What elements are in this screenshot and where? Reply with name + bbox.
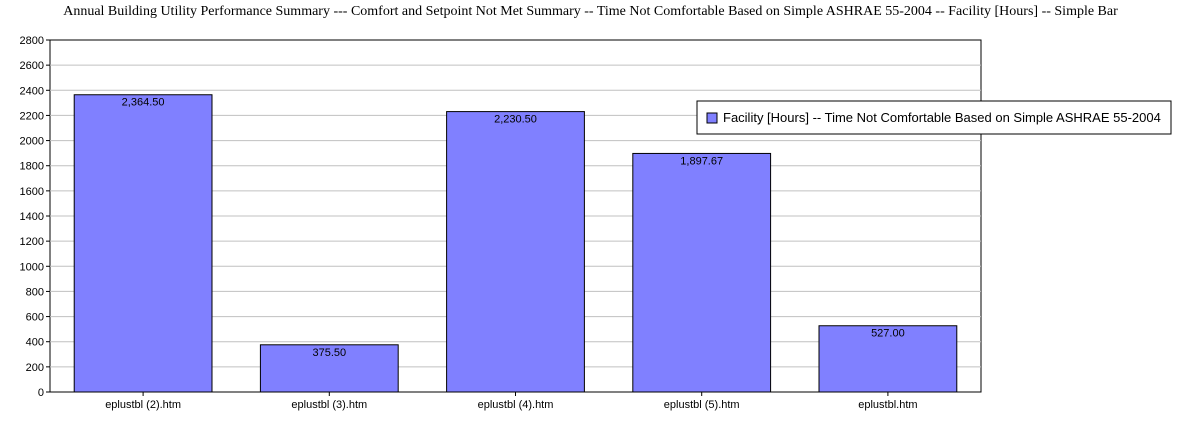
y-tick-label: 1400 [20,211,44,223]
data-label: 1,897.67 [680,155,723,167]
x-tick-label: eplustbl.htm [858,399,917,411]
bar [818,325,958,393]
y-tick-label: 1600 [20,186,44,198]
y-tick-label: 2800 [20,35,44,47]
y-tick-label: 800 [26,286,44,298]
legend-swatch [706,112,718,124]
y-tick-label: 1800 [20,161,44,173]
x-tick-label: eplustbl (4).htm [478,399,554,411]
bar [632,152,772,393]
y-tick-label: 400 [26,337,44,349]
legend-entry: Facility [Hours] -- Time Not Comfortable… [723,110,1161,125]
x-tick-label: eplustbl (2).htm [105,399,181,411]
y-axis: 0 200 400 600 800 1000 1200 1400 1600 1800 2000 220… [20,35,50,399]
x-axis: eplustbl (2).htm eplustbl (3).htm eplustbl… [105,392,918,411]
bars: 2,364.50 375.50 2,230.50 1,897.67 527.00 [73,94,958,393]
y-tick-label: 1000 [20,261,44,273]
legend-box [696,100,1172,135]
bar [446,111,585,393]
data-label: 527.00 [871,328,905,340]
data-label: 375.50 [312,347,346,359]
y-tick-label: 0 [38,387,44,399]
x-tick-label: eplustbl (5).htm [664,399,740,411]
bar [73,94,213,393]
legend: Facility [Hours] -- Time Not Comfortable… [696,100,1172,135]
bar [259,344,399,393]
y-tick-label: 2600 [20,60,44,72]
data-label: 2,364.50 [122,97,165,109]
y-tick-label: 2200 [20,110,44,122]
y-tick-label: 2000 [20,136,44,148]
y-tick-label: 600 [26,312,44,324]
data-label: 2,230.50 [494,114,537,126]
y-tick-label: 200 [26,362,44,374]
y-tick-label: 1200 [20,236,44,248]
y-tick-label: 2400 [20,85,44,97]
x-tick-label: eplustbl (3).htm [291,399,367,411]
chart-title: Annual Building Utility Performance Summ… [63,4,1118,19]
